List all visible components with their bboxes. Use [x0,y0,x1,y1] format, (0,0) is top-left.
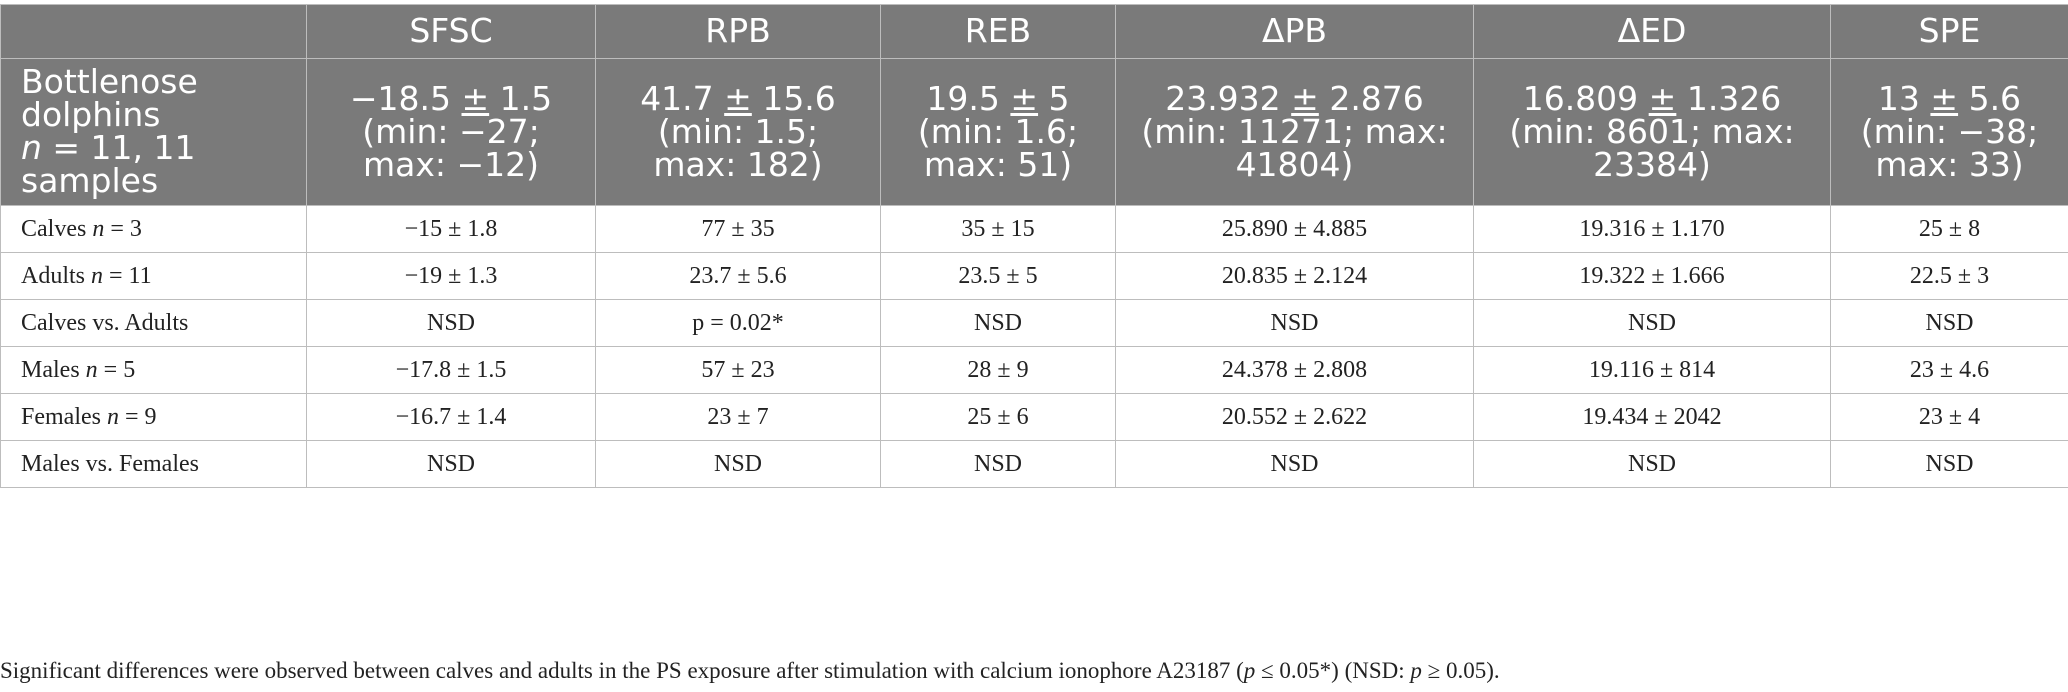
column-header: REB [880,4,1116,59]
column-header: ΔED [1473,4,1831,59]
row-label: Males n = 5 [0,346,307,394]
table-cell: 23 ± 4 [1830,393,2068,441]
table-cell: 20.552 ± 2.622 [1115,393,1474,441]
table-row: Adults n = 11 −19 ± 1.3 23.7 ± 5.6 23.5 … [0,252,2068,300]
table-cell: p = 0.02* [595,299,881,347]
summary-cell: 16.809 ± 1.326 (min: 8601; max: 23384) [1473,58,1831,206]
table-cell: 25.890 ± 4.885 [1115,205,1474,253]
table-cell: 35 ± 15 [880,205,1116,253]
table-cell: 23.5 ± 5 [880,252,1116,300]
label-text: = 11, 11 [41,128,196,167]
column-header: SPE [1830,4,2068,59]
row-label: Males vs. Females [0,440,307,488]
table-row: Calves n = 3 −15 ± 1.8 77 ± 35 35 ± 15 2… [0,205,2068,253]
table-cell: −19 ± 1.3 [306,252,596,300]
results-table: SFSC RPB REB ΔPB ΔED SPE Bottlenose dolp… [0,4,2068,488]
table-row: Males n = 5 −17.8 ± 1.5 57 ± 23 28 ± 9 2… [0,346,2068,394]
table-container: SFSC RPB REB ΔPB ΔED SPE Bottlenose dolp… [0,4,2068,488]
table-row: Calves vs. Adults NSD p = 0.02* NSD NSD … [0,299,2068,347]
table-cell: 20.835 ± 2.124 [1115,252,1474,300]
label-text: dolphins [21,95,161,134]
table-cell: 25 ± 8 [1830,205,2068,253]
column-header: SFSC [306,4,596,59]
table-cell: 77 ± 35 [595,205,881,253]
table-cell: NSD [1830,440,2068,488]
summary-cell: 23.932 ± 2.876 (min: 11271; max: 41804) [1115,58,1474,206]
label-n-var: n [21,128,42,167]
table-cell: 23.7 ± 5.6 [595,252,881,300]
table-cell: −17.8 ± 1.5 [306,346,596,394]
row-label: Females n = 9 [0,393,307,441]
table-cell: NSD [1115,299,1474,347]
summary-row-label: Bottlenose dolphins n = 11, 11 samples [0,58,307,206]
table-cell: NSD [595,440,881,488]
summary-cell: 19.5 ± 5 (min: 1.6; max: 51) [880,58,1116,206]
table-row: Males vs. Females NSD NSD NSD NSD NSD NS… [0,440,2068,488]
table-cell: 24.378 ± 2.808 [1115,346,1474,394]
table-cell: 19.322 ± 1.666 [1473,252,1831,300]
row-label: Calves n = 3 [0,205,307,253]
table-cell: NSD [1830,299,2068,347]
table-cell: NSD [1115,440,1474,488]
table-cell: 19.434 ± 2042 [1473,393,1831,441]
label-text: samples [21,161,159,200]
row-label: Calves vs. Adults [0,299,307,347]
table-cell: NSD [1473,299,1831,347]
table-footnote: Significant differences were observed be… [0,658,1500,683]
table-cell: NSD [880,299,1116,347]
label-text: Bottlenose [21,62,198,101]
table-cell: 57 ± 23 [595,346,881,394]
table-cell: NSD [306,440,596,488]
column-header [0,4,307,59]
summary-cell: 13 ± 5.6 (min: −38; max: 33) [1830,58,2068,206]
summary-cell: −18.5 ± 1.5 (min: −27; max: −12) [306,58,596,206]
table-cell: 23 ± 4.6 [1830,346,2068,394]
table-cell: −16.7 ± 1.4 [306,393,596,441]
column-header: RPB [595,4,881,59]
row-label: Adults n = 11 [0,252,307,300]
table-cell: 28 ± 9 [880,346,1116,394]
summary-row: Bottlenose dolphins n = 11, 11 samples −… [0,58,2068,206]
summary-cell: 41.7 ± 15.6 (min: 1.5; max: 182) [595,58,881,206]
table-cell: NSD [1473,440,1831,488]
table-cell: −15 ± 1.8 [306,205,596,253]
table-row: Females n = 9 −16.7 ± 1.4 23 ± 7 25 ± 6 … [0,393,2068,441]
table-cell: NSD [306,299,596,347]
table-cell: 25 ± 6 [880,393,1116,441]
column-header: ΔPB [1115,4,1474,59]
header-row: SFSC RPB REB ΔPB ΔED SPE [0,4,2068,59]
table-cell: 19.316 ± 1.170 [1473,205,1831,253]
table-cell: 23 ± 7 [595,393,881,441]
table-cell: NSD [880,440,1116,488]
table-cell: 19.116 ± 814 [1473,346,1831,394]
table-cell: 22.5 ± 3 [1830,252,2068,300]
